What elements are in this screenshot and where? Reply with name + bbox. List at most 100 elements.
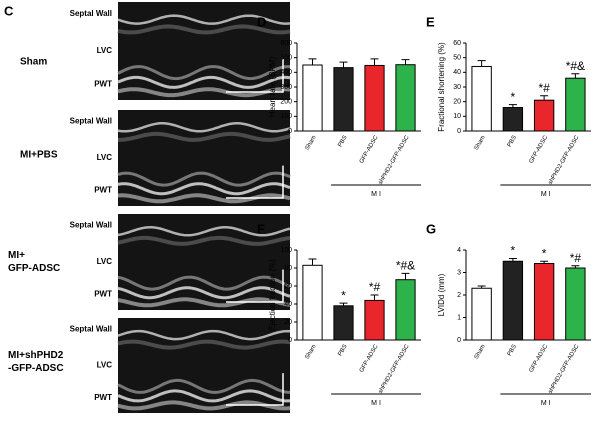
echo-trace (117, 389, 291, 403)
y-tick-label: 60 (284, 283, 292, 290)
y-tick-label: 600 (280, 40, 292, 47)
row-label: GFP-ADSC (8, 263, 60, 274)
y-tick-label: 30 (453, 84, 461, 91)
echo-trace (117, 400, 291, 411)
y-axis-label: LVIDd (mm) (437, 273, 446, 316)
bar (395, 279, 416, 341)
image-label: PWT (94, 290, 112, 299)
x-tick-label: PBS (507, 344, 518, 357)
echo-trace (117, 87, 291, 98)
bar (395, 64, 416, 132)
error-bar (370, 58, 379, 66)
x-tick-label: Sham (474, 135, 487, 152)
echo-trace (117, 24, 291, 35)
scale-bar (226, 58, 284, 93)
y-tick-label: 20 (453, 99, 461, 106)
y-tick-label: 20 (284, 319, 292, 326)
y-tick-label: 0 (457, 337, 461, 344)
error-bar (401, 59, 410, 65)
error-bar (401, 272, 410, 280)
echo-trace (117, 286, 291, 300)
x-tick-label: Sham (305, 344, 318, 361)
x-tick-label: shPHD2-GFP-ADSC (378, 343, 411, 395)
error-bar (571, 265, 580, 268)
y-axis-label: Fractional shortening (%) (437, 42, 446, 132)
bar (565, 77, 586, 132)
significance-label: *# (369, 280, 381, 294)
bar (502, 260, 524, 341)
echo-trace (117, 182, 291, 196)
panel-letter: E (426, 14, 435, 29)
error-bar (540, 260, 549, 264)
y-tick-label: 2 (457, 292, 461, 299)
bar (333, 67, 354, 132)
panel-letter: C (4, 3, 14, 18)
x-tick-label: PBS (337, 135, 348, 148)
bar (364, 299, 385, 341)
echo-trace (117, 378, 291, 394)
bar (533, 99, 555, 132)
y-tick-label: 3 (457, 269, 461, 276)
x-tick-label: shPHD2-GFP-ADSC (548, 134, 581, 186)
echo-trace (117, 193, 291, 204)
x-tick-label: shPHD2-GFP-ADSC (378, 134, 411, 186)
x-tick-label: GFP-ADSC (529, 134, 550, 164)
echo-trace (117, 65, 290, 81)
significance-label: * (542, 246, 547, 260)
significance-label: *#& (396, 259, 415, 273)
x-tick-label: GFP-ADSC (359, 343, 380, 373)
y-tick-label: 1 (457, 314, 461, 321)
echo-image (118, 214, 290, 310)
echo-trace (117, 297, 291, 308)
scale-bar (226, 269, 284, 303)
significance-label: * (511, 244, 516, 258)
y-tick-label: 50 (453, 55, 461, 62)
bar (533, 263, 555, 341)
significance-label: * (341, 288, 346, 302)
x-tick-label: GFP-ADSC (529, 343, 550, 373)
row-label: Sham (20, 57, 47, 68)
y-tick-label: 0 (288, 337, 292, 344)
significance-label: *# (570, 251, 582, 265)
image-label: PWT (94, 393, 112, 402)
echo-trace (117, 75, 291, 89)
y-tick-label: 200 (280, 99, 292, 106)
error-bar (370, 294, 379, 301)
error-bar (339, 61, 348, 68)
group-label: M I (541, 400, 551, 407)
echo-trace (117, 329, 291, 341)
image-label: LVC (97, 361, 113, 370)
row-label: MI+ (8, 250, 25, 261)
x-tick-label: shPHD2-GFP-ADSC (548, 343, 581, 395)
error-bar (540, 95, 549, 101)
panel-letter: D (257, 14, 266, 29)
row-label: MI+shPHD2 (8, 350, 64, 361)
y-axis-label: Heart rate (BPM) (268, 56, 277, 117)
y-tick-label: 0 (288, 128, 292, 135)
y-tick-label: 100 (280, 113, 292, 120)
bar (302, 64, 323, 132)
echo-image (118, 318, 290, 413)
y-tick-label: 100 (280, 247, 292, 254)
bar (471, 65, 492, 132)
panel-letter: G (426, 221, 436, 236)
image-label: Septal Wall (70, 9, 112, 18)
error-bar (308, 258, 317, 266)
row-label: MI+PBS (20, 150, 58, 161)
y-tick-label: 80 (284, 265, 292, 272)
x-tick-label: PBS (507, 135, 518, 148)
group-label: M I (371, 400, 381, 407)
x-tick-label: Sham (474, 344, 487, 361)
bar (333, 305, 354, 341)
error-bar (571, 73, 580, 79)
echo-trace (117, 235, 291, 246)
y-tick-label: 0 (457, 128, 461, 135)
image-label: Septal Wall (70, 117, 112, 126)
error-bar (477, 285, 486, 289)
image-label: Septal Wall (70, 325, 112, 334)
row-label: -GFP-ADSC (8, 363, 64, 374)
group-label: M I (371, 191, 381, 198)
error-bar (477, 60, 486, 67)
y-tick-label: 10 (453, 113, 461, 120)
